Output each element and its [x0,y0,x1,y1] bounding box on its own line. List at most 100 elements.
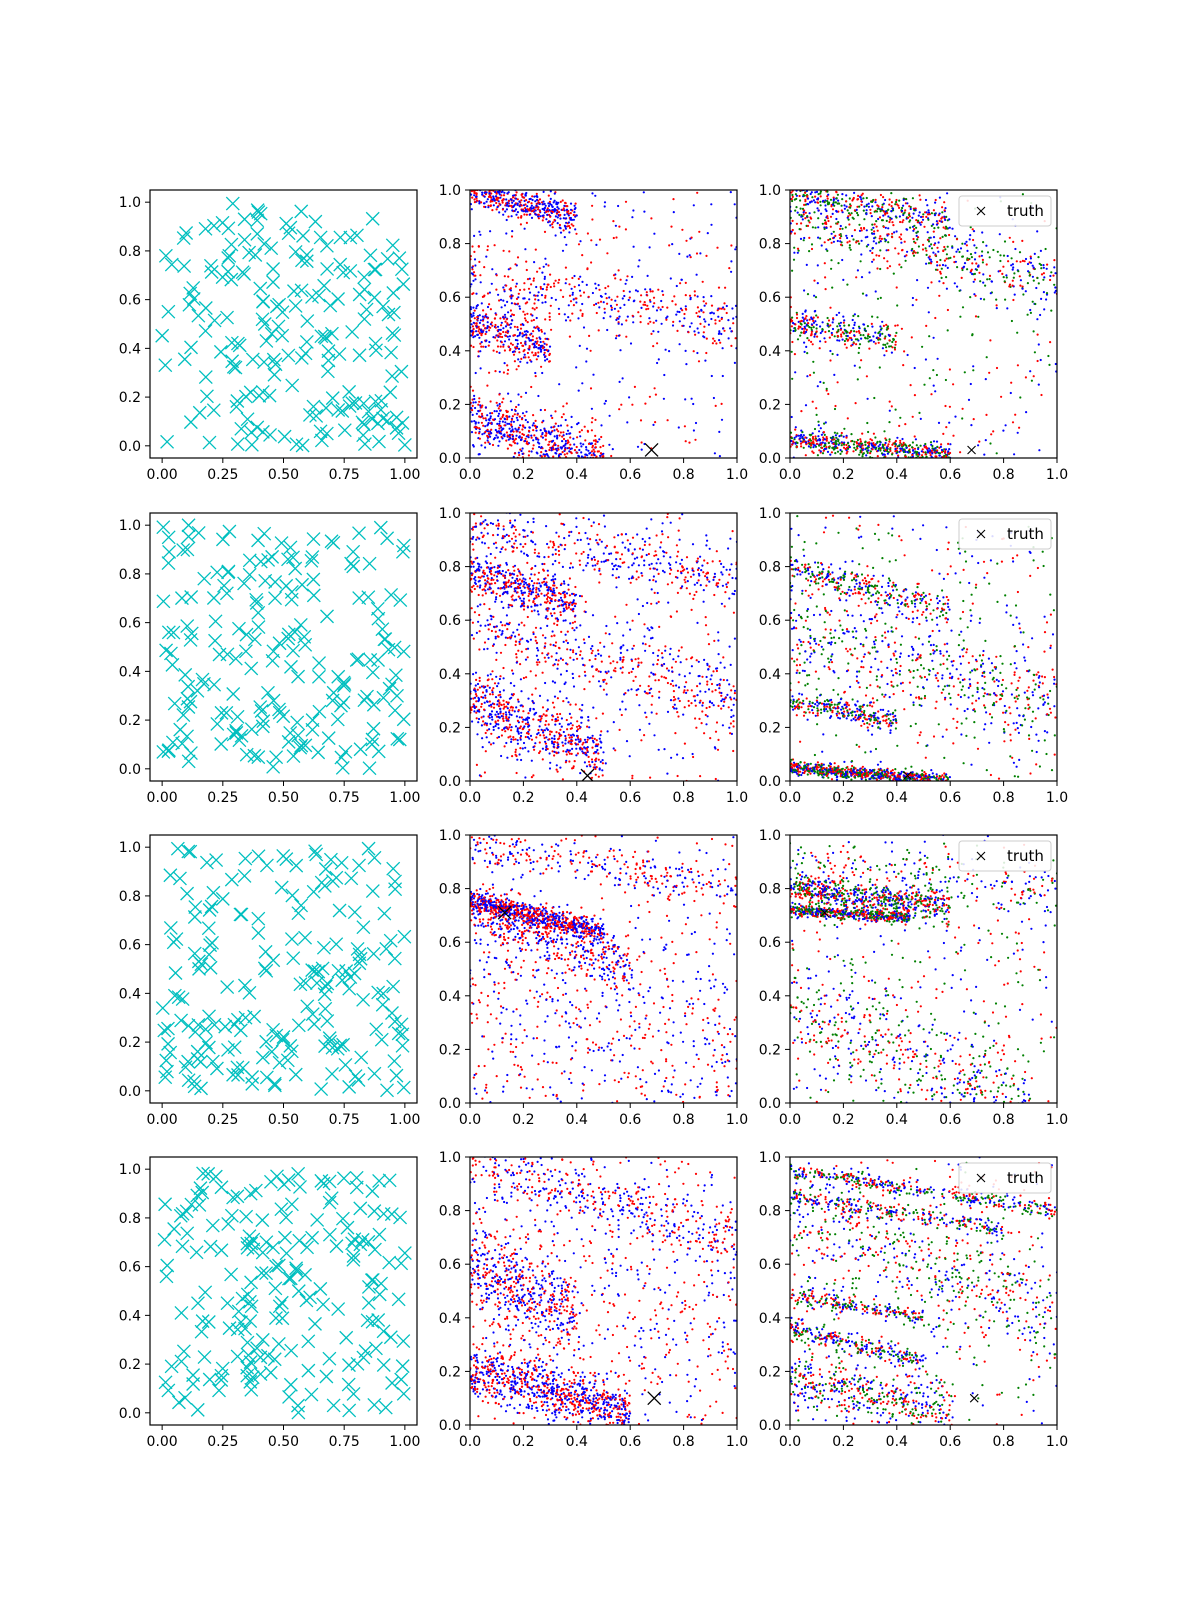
posterior-panel-row-1-point [488,303,491,306]
posterior-panel-row-1-point [703,304,706,307]
comparison-panel-row-1-point [877,332,880,335]
comparison-panel-row-1-point [870,339,873,342]
samples-panel-row-2-marker [268,591,282,606]
comparison-panel-row-1-point [914,438,918,441]
samples-panel-row-2-marker [260,685,275,700]
posterior-panel-row-2-point [576,720,579,723]
comparison-panel-row-1-point [838,233,841,236]
posterior-panel-row-1-point [562,464,564,466]
comparison-panel-row-1-point [879,338,882,341]
comparison-panel-row-1-point [804,309,807,312]
samples-panel-row-1-marker [352,348,367,363]
samples-panel-row-1-marker [198,370,213,385]
comparison-panel-row-1-point [819,204,822,207]
comparison-panel-row-1-point [832,201,835,204]
posterior-panel-row-2-point [548,601,552,605]
samples-panel-row-2-marker [215,532,230,547]
posterior-panel-row-1-point [567,221,571,224]
samples-panel-row-2-marker [175,736,190,751]
comparison-panel-row-1-point [835,187,837,189]
posterior-panel-row-2-point [545,593,548,597]
comparison-panel-row-1-point [974,315,978,318]
comparison-panel-row-1-point [848,197,851,200]
posterior-panel-row-1-point [602,466,604,468]
samples-panel-row-2-marker [362,556,377,571]
samples-panel-row-2-marker [195,672,210,687]
comparison-panel-row-1-point [913,447,917,450]
posterior-panel-row-1-point [705,254,708,257]
posterior-panel-row-1-point [532,279,535,282]
comparison-panel-row-1-point [871,448,874,451]
posterior-panel-row-1-point [486,384,489,387]
posterior-panel-row-1-point [490,282,493,285]
posterior-panel-row-1-point [594,434,597,437]
posterior-panel-row-1-point [503,362,506,365]
posterior-panel-row-1-point [554,234,557,237]
posterior-panel-row-1-point [685,363,688,366]
posterior-panel-row-2-point [540,592,543,595]
comparison-panel-row-1-point [918,461,920,463]
comparison-panel-row-1-point [940,451,944,454]
comparison-panel-row-1-point [812,319,815,322]
comparison-panel-row-1-point [899,439,902,442]
comparison-panel-row-1-point [806,197,810,200]
comparison-panel-row-1-point [869,450,873,453]
comparison-panel-row-1-point [871,200,874,203]
samples-panel-row-1-marker [240,412,255,427]
samples-panel-row-1-marker [158,248,173,263]
samples-panel-row-1-marker [376,299,391,314]
posterior-panel-row-1-point [643,442,646,446]
posterior-panel-row-2-point [575,729,579,733]
posterior-panel-row-1-point [670,225,673,228]
posterior-panel-row-2-point [538,725,541,728]
posterior-panel-row-1-point [725,311,728,315]
comparison-panel-row-1-point [873,210,876,213]
comparison-panel-row-1-point [890,351,894,354]
comparison-panel-row-1-point [810,323,814,326]
posterior-panel-row-1-point [567,224,571,228]
posterior-panel-row-1-point [476,426,479,429]
posterior-panel-row-1-point [587,295,590,298]
posterior-panel-row-1-point [470,208,473,211]
comparison-panel-row-1-point [931,452,934,455]
posterior-panel-row-1-point [671,324,675,327]
comparison-panel-row-1-point [828,336,831,339]
posterior-panel-row-1-point [511,343,514,346]
comparison-panel-row-1-point [939,445,943,448]
posterior-panel-row-1-point [617,204,620,208]
samples-panel-row-1-marker [202,435,217,450]
comparison-panel-row-1-point [859,438,862,441]
posterior-panel-row-1-point [598,438,601,441]
comparison-panel-row-1-point [829,453,832,456]
posterior-panel-row-1-point [499,328,502,331]
posterior-panel-row-1-point [608,414,611,417]
comparison-panel-row-1-point [852,314,855,317]
posterior-panel-row-1-point [474,192,478,195]
comparison-panel-row-1-point [900,238,903,241]
comparison-panel-row-1-point [886,325,890,328]
posterior-panel-row-1-point [573,285,576,288]
posterior-panel-row-1-point [514,263,517,266]
comparison-panel-row-1-point [824,340,827,343]
posterior-panel-row-1-point [500,321,503,324]
samples-panel-row-1-marker [289,437,304,452]
comparison-panel-row-1-point [916,238,919,241]
posterior-panel-row-1-point [488,340,491,344]
posterior-panel-row-2-point [473,587,476,591]
posterior-panel-row-1-point [537,329,541,332]
posterior-panel-row-1-point [712,337,715,340]
posterior-panel-row-1-point [499,196,502,199]
posterior-panel-row-1-point [594,439,597,442]
posterior-panel-row-1-point [541,431,544,435]
comparison-panel-row-1-point [880,327,883,330]
posterior-panel-row-1-point [478,397,481,400]
posterior-panel-row-1-point [540,348,543,351]
comparison-panel-row-1-point [932,448,935,451]
posterior-panel-row-1-point [590,261,593,264]
comparison-panel-row-1-point [873,396,876,400]
samples-panel-row-1-marker [224,237,239,252]
posterior-panel-row-1-point [488,192,491,195]
posterior-panel-row-2-point [563,590,566,594]
samples-panel-row-2-marker [226,687,241,701]
comparison-panel-row-1-point [815,330,818,333]
